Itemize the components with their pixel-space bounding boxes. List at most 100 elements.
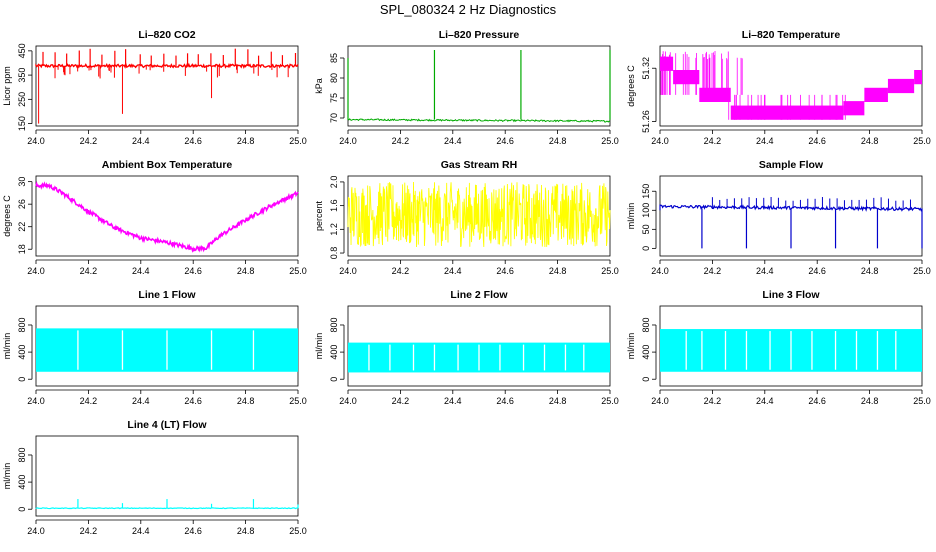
y-axis-label: Licor ppm bbox=[2, 66, 12, 106]
y-tick-label: 50 bbox=[641, 224, 651, 234]
series-line bbox=[35, 507, 299, 510]
x-tick-label: 24.4 bbox=[444, 136, 462, 146]
x-tick-label: 25.0 bbox=[601, 396, 619, 406]
plot-frame bbox=[659, 45, 923, 127]
x-tick-label: 24.8 bbox=[861, 396, 879, 406]
plot-frame bbox=[35, 45, 299, 127]
plot-frame bbox=[347, 45, 611, 127]
x-tick-label: 24.2 bbox=[392, 396, 410, 406]
y-tick-label: 2.0 bbox=[329, 176, 339, 189]
y-tick-label: 450 bbox=[17, 43, 27, 58]
x-tick-label: 25.0 bbox=[913, 266, 931, 276]
y-tick-label: 0 bbox=[329, 377, 339, 382]
temp-band bbox=[864, 87, 888, 102]
x-tick-label: 24.4 bbox=[444, 396, 462, 406]
y-tick-label: 80 bbox=[329, 73, 339, 83]
x-tick-label: 24.8 bbox=[549, 266, 567, 276]
y-tick-label: 350 bbox=[17, 68, 27, 83]
y-axis-label: ml/min bbox=[314, 333, 324, 360]
panel-title: Li–820 CO2 bbox=[138, 29, 195, 41]
temp-band bbox=[660, 56, 674, 71]
plot-frame bbox=[35, 175, 299, 257]
y-tick-label: 400 bbox=[329, 345, 339, 360]
x-tick-label: 24.4 bbox=[756, 136, 774, 146]
series-line bbox=[35, 181, 299, 253]
y-axis-label: ml/min bbox=[626, 203, 636, 230]
temp-band bbox=[887, 78, 915, 94]
sample-flow-panel: Sample Flow 24.0 24.2 24.4 24.6 24.8 25.0 0 50 10… bbox=[626, 159, 931, 276]
y-tick-label: 51.26 bbox=[641, 110, 651, 133]
x-tick-label: 24.6 bbox=[184, 136, 202, 146]
x-tick-label: 24.8 bbox=[861, 266, 879, 276]
x-tick-label: 24.4 bbox=[132, 526, 150, 536]
x-tick-label: 24.8 bbox=[549, 136, 567, 146]
y-tick-label: 800 bbox=[17, 317, 27, 332]
x-tick-label: 24.2 bbox=[80, 136, 98, 146]
series-line bbox=[35, 62, 299, 69]
y-tick-label: 0 bbox=[641, 377, 651, 382]
x-tick-label: 24.2 bbox=[80, 396, 98, 406]
figure-title: SPL_080324 2 Hz Diagnostics bbox=[379, 2, 557, 17]
x-tick-label: 24.6 bbox=[496, 136, 514, 146]
x-tick-label: 24.0 bbox=[651, 136, 669, 146]
co2-panel: Li–820 CO2 24.0 24.2 24.4 24.6 24.8 25.0 150 250… bbox=[2, 29, 307, 146]
temp-band bbox=[843, 101, 865, 116]
y-tick-label: 1.6 bbox=[329, 199, 339, 212]
x-tick-label: 24.4 bbox=[132, 396, 150, 406]
x-tick-label: 24.2 bbox=[704, 396, 722, 406]
x-tick-label: 24.2 bbox=[392, 136, 410, 146]
x-tick-label: 25.0 bbox=[289, 526, 307, 536]
y-tick-label: 18 bbox=[17, 244, 27, 254]
x-tick-label: 25.0 bbox=[289, 396, 307, 406]
y-tick-label: 1.2 bbox=[329, 223, 339, 236]
x-tick-label: 24.8 bbox=[549, 396, 567, 406]
x-tick-label: 24.0 bbox=[651, 266, 669, 276]
panel-title: Line 1 Flow bbox=[138, 289, 196, 301]
y-tick-label: 30 bbox=[17, 177, 27, 187]
x-tick-label: 24.0 bbox=[339, 136, 357, 146]
y-tick-label: 100 bbox=[641, 203, 651, 218]
x-tick-label: 24.4 bbox=[444, 266, 462, 276]
x-tick-label: 24.8 bbox=[237, 526, 255, 536]
line2-panel: Line 2 Flow 24.0 24.2 24.4 24.6 24.8 25.0 0 400 8… bbox=[314, 289, 619, 406]
temp-band bbox=[914, 70, 922, 85]
y-tick-label: 0 bbox=[17, 507, 27, 512]
x-tick-label: 24.0 bbox=[339, 266, 357, 276]
panel-title: Li–820 Pressure bbox=[439, 29, 520, 41]
y-tick-label: 0 bbox=[17, 377, 27, 382]
x-tick-label: 24.6 bbox=[808, 266, 826, 276]
panel-title: Line 2 Flow bbox=[450, 289, 508, 301]
panel-title: Gas Stream RH bbox=[441, 159, 517, 171]
y-tick-label: 75 bbox=[329, 93, 339, 103]
y-tick-label: 150 bbox=[17, 116, 27, 131]
y-tick-label: 800 bbox=[641, 317, 651, 332]
y-axis-label: kPa bbox=[314, 78, 324, 94]
line1-panel: Line 1 Flow 24.0 24.2 24.4 24.6 24.8 25.0 0 400 8… bbox=[2, 289, 307, 406]
y-tick-label: 22 bbox=[17, 222, 27, 232]
panel-title: Line 4 (LT) Flow bbox=[127, 419, 207, 431]
line4-panel: Line 4 (LT) Flow 24.0 24.2 24.4 24.6 24.8 25.0… bbox=[2, 419, 307, 536]
y-axis-label: ml/min bbox=[626, 333, 636, 360]
x-tick-label: 24.4 bbox=[756, 266, 774, 276]
y-tick-label: 400 bbox=[17, 345, 27, 360]
x-tick-label: 24.0 bbox=[339, 396, 357, 406]
x-tick-label: 24.2 bbox=[704, 266, 722, 276]
x-tick-label: 24.2 bbox=[704, 136, 722, 146]
panel-title: Ambient Box Temperature bbox=[102, 159, 233, 171]
x-tick-label: 24.0 bbox=[27, 266, 45, 276]
y-tick-label: 0 bbox=[641, 246, 651, 251]
series-line bbox=[347, 181, 611, 248]
y-axis-label: ml/min bbox=[2, 333, 12, 360]
x-tick-label: 24.8 bbox=[237, 136, 255, 146]
licor-temp-panel: Li–820 Temperature 24.0 24.2 24.4 24.6 24.8 25… bbox=[626, 29, 931, 146]
y-tick-label: 85 bbox=[329, 53, 339, 63]
x-tick-label: 24.6 bbox=[808, 396, 826, 406]
series-line bbox=[347, 118, 611, 123]
x-tick-label: 24.6 bbox=[808, 136, 826, 146]
y-tick-label: 26 bbox=[17, 199, 27, 209]
y-tick-label: 0.8 bbox=[329, 247, 339, 260]
x-tick-label: 25.0 bbox=[601, 266, 619, 276]
x-tick-label: 24.6 bbox=[184, 266, 202, 276]
x-tick-label: 24.8 bbox=[237, 266, 255, 276]
y-tick-label: 400 bbox=[641, 345, 651, 360]
